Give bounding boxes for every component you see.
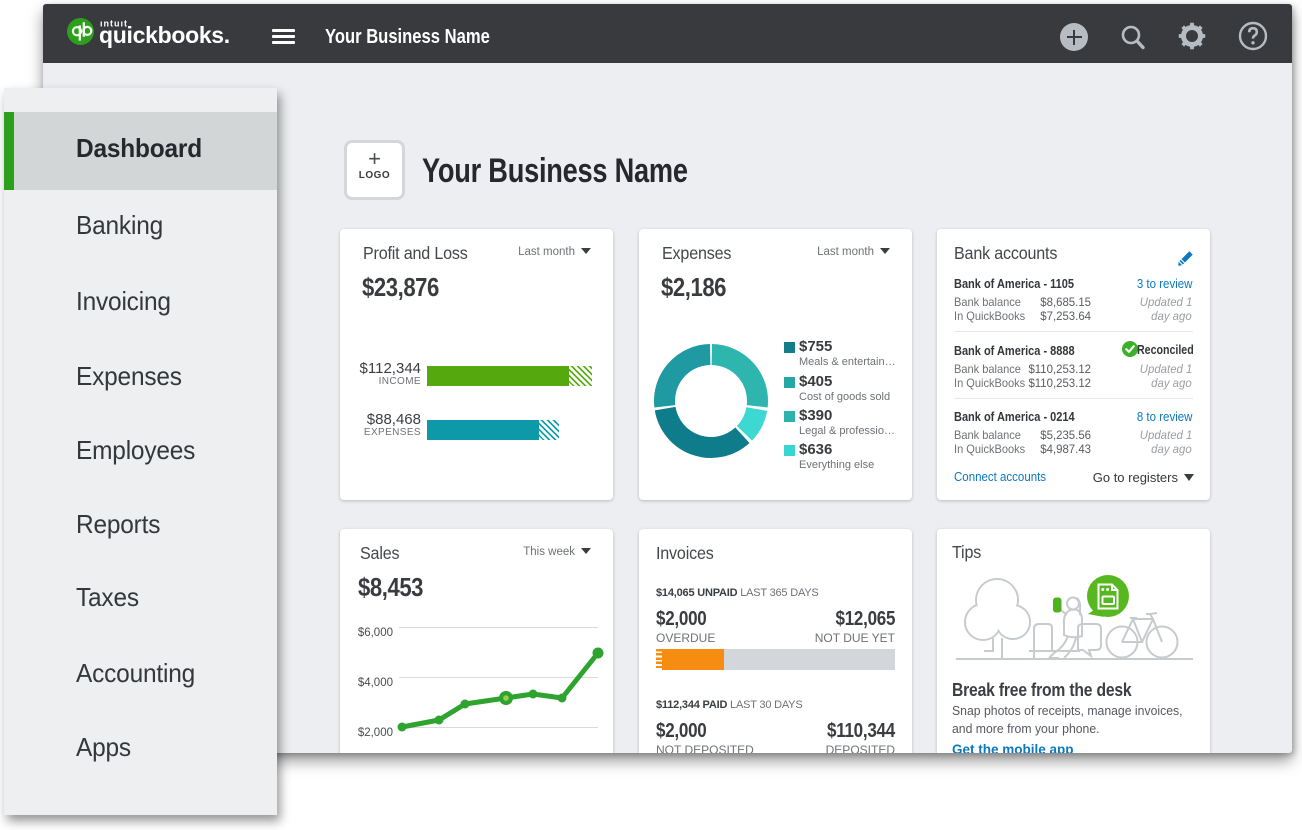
- svg-text:$4,000: $4,000: [358, 677, 393, 689]
- svg-text:quickbooks.: quickbooks.: [99, 22, 230, 48]
- svg-text:$6,000: $6,000: [358, 627, 393, 639]
- svg-text:$2,000: $2,000: [358, 727, 393, 739]
- svg-text:ıntuıt: ıntuıt: [100, 19, 128, 29]
